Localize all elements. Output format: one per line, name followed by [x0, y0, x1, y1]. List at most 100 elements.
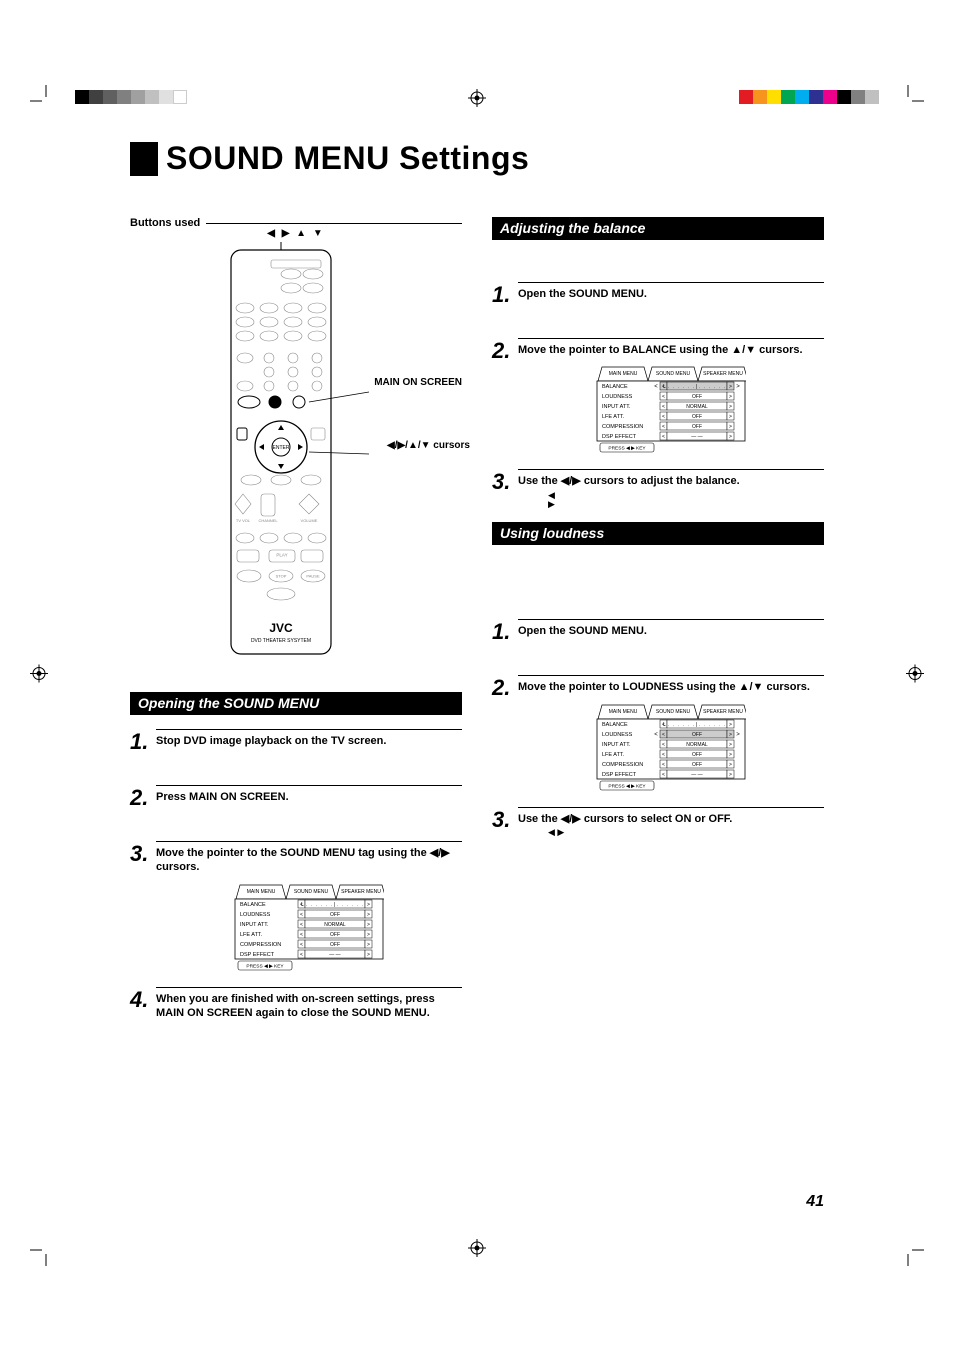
svg-text:SOUND MENU: SOUND MENU	[294, 889, 329, 895]
svg-text:<: <	[662, 414, 665, 420]
svg-text:PLAY: PLAY	[276, 553, 287, 558]
svg-text:<: <	[300, 952, 303, 958]
crop-mark-bl	[30, 1244, 52, 1266]
svg-text:>: >	[729, 384, 732, 390]
step-opening-1: 1 Stop DVD image playback on the TV scre…	[130, 729, 462, 755]
step-num: 2	[130, 785, 156, 811]
color-bar-right	[739, 90, 879, 104]
svg-text:INPUT ATT.: INPUT ATT.	[240, 922, 269, 928]
svg-text:NORMAL: NORMAL	[324, 922, 346, 928]
step-text: Move the pointer to the SOUND MENU tag u…	[156, 846, 462, 875]
svg-text:DSP EFFECT: DSP EFFECT	[240, 952, 275, 958]
svg-text:COMPRESSION: COMPRESSION	[602, 762, 643, 768]
svg-text:<: <	[654, 732, 658, 738]
cursor-glyphs: ◀ ▶	[518, 826, 824, 838]
step-loudness-1: 1 Open the SOUND MENU.	[492, 619, 824, 645]
svg-text:INPUT ATT.: INPUT ATT.	[602, 742, 631, 748]
svg-text:MAIN MENU: MAIN MENU	[609, 371, 638, 377]
step-num: 3	[492, 807, 518, 838]
svg-text:LOUDNESS: LOUDNESS	[602, 732, 633, 738]
callout-cursors: ◀/▶/▲/▼ cursors	[387, 440, 470, 451]
step-text: Use the ◀/▶ cursors to select ON or OFF.	[518, 812, 824, 826]
svg-text:BALANCE: BALANCE	[602, 722, 628, 728]
svg-text:L﹒﹒﹒﹒﹒﹒|﹒﹒﹒﹒﹒﹒R: L﹒﹒﹒﹒﹒﹒|﹒﹒﹒﹒﹒﹒R	[663, 722, 731, 728]
step-num: 1	[492, 282, 518, 308]
registration-mark-bottom	[468, 1239, 486, 1262]
section-header-balance: Adjusting the balance	[492, 217, 824, 240]
svg-text:LFE ATT.: LFE ATT.	[602, 752, 625, 758]
svg-text:PRESS ◀ ▶ KEY: PRESS ◀ ▶ KEY	[608, 783, 646, 789]
svg-text:OFF: OFF	[330, 942, 340, 948]
svg-text:VOLUME: VOLUME	[301, 518, 318, 523]
step-text: Open the SOUND MENU.	[518, 624, 824, 638]
svg-text:>: >	[729, 732, 732, 738]
title-bar: SOUND MENU Settings	[130, 140, 824, 177]
page-content: SOUND MENU Settings Buttons used ◀ ▶ ▲ ▼…	[130, 140, 824, 1211]
svg-text:SPEAKER MENU: SPEAKER MENU	[703, 709, 743, 715]
svg-text:NORMAL: NORMAL	[686, 742, 708, 748]
registration-mark-top	[468, 89, 486, 112]
svg-text:<: <	[300, 932, 303, 938]
callout-arrows: ◀ ▶ ▲ ▼	[267, 228, 325, 239]
svg-text:— —: — —	[691, 434, 702, 440]
buttons-used-label: Buttons used	[130, 217, 200, 229]
step-text: Stop DVD image playback on the TV screen…	[156, 734, 462, 748]
svg-text:TV VOL: TV VOL	[236, 518, 251, 523]
step-text: Use the ◀/▶ cursors to adjust the balanc…	[518, 474, 824, 488]
svg-text:<: <	[300, 942, 303, 948]
svg-text:>: >	[729, 434, 732, 440]
svg-text:PAUSE: PAUSE	[306, 574, 320, 579]
step-text: Move the pointer to BALANCE using the ▲/…	[518, 343, 824, 357]
step-opening-2: 2 Press MAIN ON SCREEN.	[130, 785, 462, 811]
step-opening-3: 3 Move the pointer to the SOUND MENU tag…	[130, 841, 462, 981]
svg-text:SPEAKER MENU: SPEAKER MENU	[341, 889, 381, 895]
registration-mark-right	[906, 664, 924, 687]
crop-mark-tr	[902, 85, 924, 107]
svg-text:>: >	[729, 772, 732, 778]
step-balance-3: 3 Use the ◀/▶ cursors to adjust the bala…	[492, 469, 824, 510]
svg-text:SOUND MENU: SOUND MENU	[656, 371, 691, 377]
svg-text:OFF: OFF	[692, 424, 702, 430]
svg-text:OFF: OFF	[692, 752, 702, 758]
svg-text:<: <	[662, 394, 665, 400]
svg-text:>: >	[367, 942, 370, 948]
title-block-icon	[130, 142, 158, 176]
svg-text:CHANNEL: CHANNEL	[258, 518, 278, 523]
svg-text:OFF: OFF	[330, 912, 340, 918]
svg-text:SPEAKER MENU: SPEAKER MENU	[703, 371, 743, 377]
remote-svg: ENTER	[221, 242, 371, 662]
svg-text:>: >	[367, 952, 370, 958]
svg-text:L﹒﹒﹒﹒﹒﹒|﹒﹒﹒﹒﹒﹒R: L﹒﹒﹒﹒﹒﹒|﹒﹒﹒﹒﹒﹒R	[301, 902, 369, 908]
svg-text:>: >	[729, 424, 732, 430]
svg-text:MAIN MENU: MAIN MENU	[247, 889, 276, 895]
svg-text:ENTER: ENTER	[273, 445, 290, 451]
svg-text:<: <	[662, 752, 665, 758]
step-opening-4: 4 When you are finished with on-screen s…	[130, 987, 462, 1021]
svg-text:<: <	[662, 732, 665, 738]
svg-text:<: <	[662, 404, 665, 410]
svg-text:<: <	[662, 772, 665, 778]
svg-text:>: >	[729, 742, 732, 748]
section-header-loudness: Using loudness	[492, 522, 824, 545]
step-num: 1	[130, 729, 156, 755]
cursor-glyphs: ◀ ▶	[518, 489, 824, 511]
svg-text:<: <	[662, 434, 665, 440]
svg-text:>: >	[367, 902, 370, 908]
page-title: SOUND MENU Settings	[166, 140, 529, 177]
step-text: Open the SOUND MENU.	[518, 287, 824, 301]
svg-text:NORMAL: NORMAL	[686, 404, 708, 410]
svg-text:OFF: OFF	[692, 762, 702, 768]
svg-text:SOUND MENU: SOUND MENU	[656, 709, 691, 715]
step-loudness-2: 2 Move the pointer to LOUDNESS using the…	[492, 675, 824, 800]
svg-text:LFE ATT.: LFE ATT.	[602, 414, 625, 420]
svg-text:BALANCE: BALANCE	[240, 902, 266, 908]
svg-text:>: >	[729, 404, 732, 410]
svg-text:>: >	[729, 752, 732, 758]
step-num: 3	[130, 841, 156, 981]
color-bar-left	[75, 90, 187, 104]
menu-diagram-loudness: MAIN MENUSOUND MENUSPEAKER MENUBALANCE<L…	[518, 695, 824, 801]
menu-diagram-balance: MAIN MENUSOUND MENUSPEAKER MENUBALANCE<L…	[518, 357, 824, 463]
svg-text:— —: — —	[329, 952, 340, 958]
svg-text:OFF: OFF	[692, 732, 702, 738]
menu-diagram-opening: MAIN MENU SOUND MENU SPEAKER MENU BALANCE < L…	[156, 875, 462, 981]
